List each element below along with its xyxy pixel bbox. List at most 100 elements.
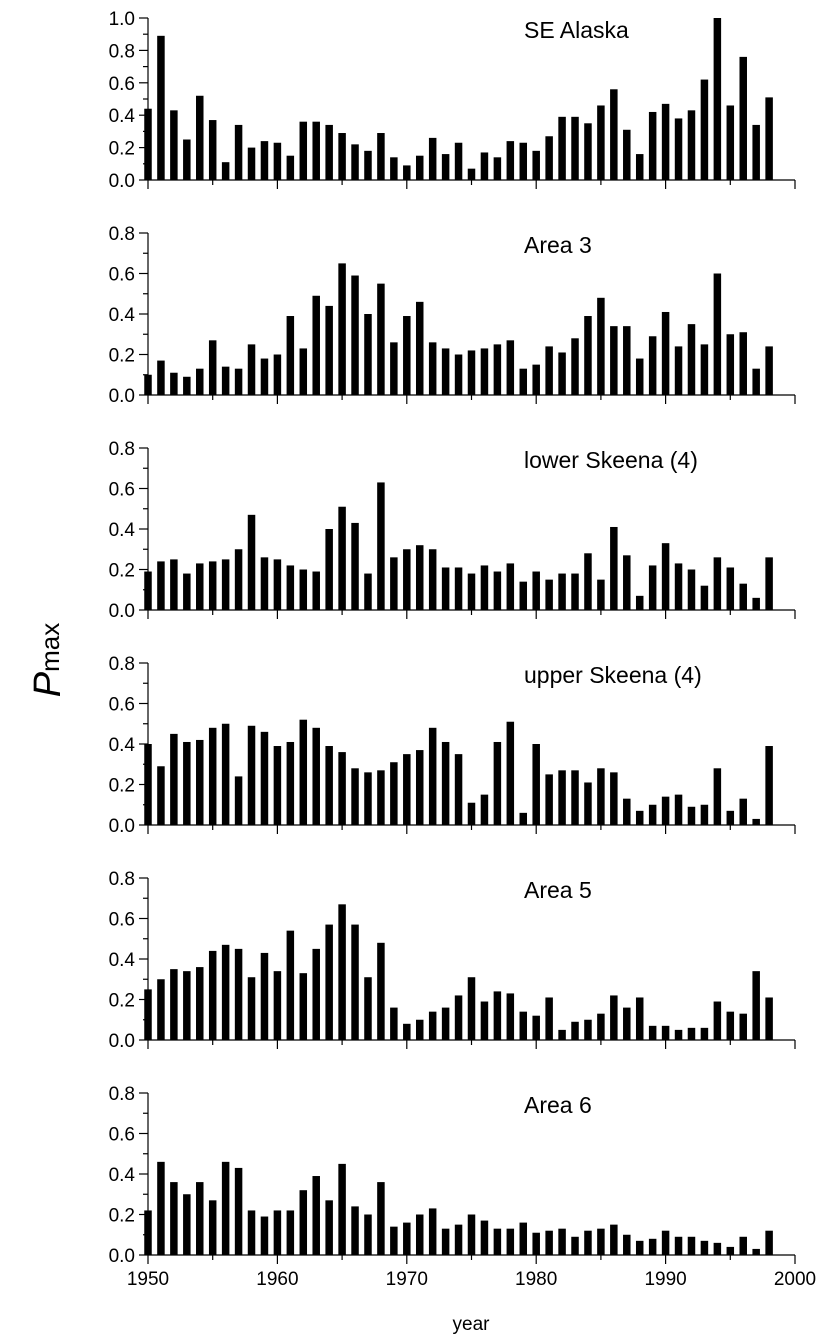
bar-1963	[312, 571, 320, 610]
bar-1983	[571, 770, 579, 825]
bar-1977	[493, 991, 502, 1040]
bar-1985	[597, 579, 605, 611]
panel-title: Area 5	[524, 877, 592, 903]
bar-1997	[752, 971, 760, 1040]
y-tick-label: 0.4	[109, 520, 136, 541]
bar-1958	[247, 344, 256, 396]
bar-1992	[687, 324, 696, 396]
bar-1957	[234, 1167, 243, 1255]
y-tick-label: 0.0	[109, 171, 135, 192]
bar-1990	[661, 311, 670, 395]
y-tick-label: 1.0	[109, 9, 135, 30]
bar-1973	[441, 348, 450, 395]
bar-1987	[623, 798, 631, 825]
y-tick-label: 0.6	[109, 74, 135, 95]
y-tick-label: 0.2	[109, 776, 135, 797]
bar-1974	[454, 142, 463, 180]
bar-1988	[635, 810, 644, 825]
panels: 0.00.20.40.60.81.0 SE Alaska0.00.20.40.60…	[109, 9, 817, 1290]
bar-1951	[157, 1161, 165, 1255]
y-tick-label: 0.4	[109, 735, 136, 756]
bar-1977	[493, 157, 502, 180]
bar-1952	[170, 1182, 178, 1255]
bar-1982	[558, 116, 566, 180]
bar-1995	[726, 334, 735, 395]
bar-1960	[273, 746, 282, 825]
bar-1964	[325, 1200, 333, 1255]
bar-1984	[584, 1019, 592, 1040]
bar-1986	[610, 995, 618, 1040]
bar-1954	[196, 563, 204, 610]
bar-1976	[480, 1001, 489, 1040]
bar-1960	[273, 142, 282, 180]
bar-1997	[752, 1248, 760, 1255]
bar-1998	[765, 97, 773, 180]
bar-1982	[558, 770, 566, 825]
bar-1977	[493, 1228, 502, 1255]
bar-1961	[286, 930, 295, 1040]
bar-1972	[428, 549, 437, 610]
y-tick-label: 0.8	[109, 869, 135, 890]
bar-1973	[441, 567, 450, 610]
x-tick-label: 2000	[774, 1269, 816, 1290]
bar-1962	[299, 121, 308, 180]
bar-1981	[545, 346, 553, 395]
bar-1981	[545, 997, 553, 1040]
bar-1993	[700, 1240, 709, 1255]
bar-1972	[428, 1208, 437, 1255]
bar-1974	[454, 995, 463, 1040]
bar-1980	[532, 571, 540, 610]
bar-1954	[196, 967, 204, 1040]
panel-title: Area 6	[524, 1092, 592, 1118]
bar-1963	[312, 727, 320, 825]
bar-1984	[584, 123, 592, 180]
bar-1981	[545, 136, 553, 180]
bar-1956	[221, 366, 230, 395]
bar-1967	[364, 573, 372, 610]
bar-1960	[273, 971, 282, 1040]
bar-1952	[170, 733, 178, 826]
bar-1954	[196, 739, 204, 825]
bar-1975	[467, 350, 476, 395]
bar-1987	[623, 555, 631, 610]
bar-1969	[390, 1226, 398, 1255]
bar-1990	[661, 796, 670, 825]
bar-1973	[441, 741, 450, 825]
bar-1954	[196, 368, 204, 395]
bar-1963	[312, 295, 320, 395]
y-tick-label: 0.4	[109, 106, 136, 127]
bar-1982	[558, 1228, 566, 1255]
bar-1989	[648, 111, 657, 180]
bar-1957	[234, 549, 243, 610]
bar-1960	[273, 559, 282, 611]
bar-1959	[260, 358, 269, 395]
bar-1989	[648, 804, 657, 825]
bar-1952	[170, 559, 178, 611]
bar-1985	[597, 1013, 605, 1040]
bar-1987	[623, 1234, 631, 1255]
bar-1986	[610, 1224, 618, 1256]
bar-1995	[726, 1246, 735, 1255]
bar-1985	[597, 768, 605, 825]
bar-1968	[377, 482, 385, 610]
bar-1983	[571, 1021, 579, 1040]
bar-1998	[765, 997, 773, 1040]
bar-1976	[480, 794, 489, 826]
bar-1964	[325, 746, 333, 825]
bar-1956	[221, 1161, 230, 1255]
bar-1961	[286, 1210, 295, 1255]
bar-1966	[351, 275, 359, 395]
bar-1969	[390, 1007, 398, 1040]
bar-1971	[415, 545, 424, 610]
bar-1975	[467, 977, 476, 1040]
bar-1953	[183, 741, 191, 825]
bar-1990	[661, 543, 670, 610]
bar-1953	[183, 376, 191, 395]
bar-1987	[623, 1007, 631, 1040]
y-tick-label: 0.4	[109, 305, 136, 326]
bar-1973	[441, 1007, 450, 1040]
y-axis-title: Pmax	[27, 623, 69, 697]
bar-1982	[558, 352, 566, 395]
bar-1962	[299, 569, 308, 610]
